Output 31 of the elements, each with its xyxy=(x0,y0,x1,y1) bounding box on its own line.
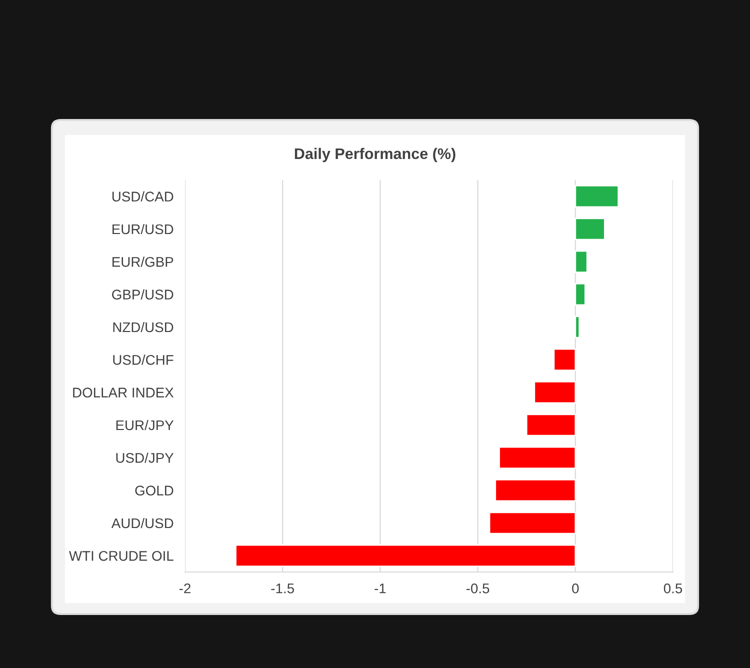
bar xyxy=(574,316,580,338)
y-tick-label: EUR/USD xyxy=(112,224,174,234)
y-tick-label: USD/JPY xyxy=(116,452,174,463)
x-tick-label: -1 xyxy=(374,584,386,594)
y-tick-label: EUR/JPY xyxy=(116,420,174,430)
y-tick-label: NZD/USD xyxy=(113,322,174,332)
y-tick-label: WTI CRUDE OIL xyxy=(69,551,174,561)
bar xyxy=(574,185,620,208)
x-tick-label: -1.5 xyxy=(271,584,294,594)
y-tick-label: USD/CHF xyxy=(113,354,174,365)
y-tick-label: GBP/USD xyxy=(112,289,174,300)
bar xyxy=(235,544,576,567)
y-tick-label: EUR/GBP xyxy=(112,256,174,267)
y-tick-label: GOLD xyxy=(135,486,174,496)
y-tick-label: AUD/USD xyxy=(111,518,174,528)
x-tick-label: -0.5 xyxy=(466,583,490,594)
bar xyxy=(488,512,576,534)
bar xyxy=(498,446,576,469)
bar xyxy=(494,479,576,502)
y-tick-label: USD/CAD xyxy=(112,191,174,202)
x-tick-label: 0 xyxy=(572,583,579,594)
bar xyxy=(553,348,576,371)
y-tick-label: DOLLAR INDEX xyxy=(73,388,174,398)
bar xyxy=(534,381,576,404)
x-tick-label: -2 xyxy=(179,583,190,594)
bar xyxy=(574,250,588,273)
x-tick-label: 0.5 xyxy=(664,583,682,594)
bar xyxy=(574,218,606,240)
bar xyxy=(526,414,576,436)
chart-title: Daily Performance (%) xyxy=(294,148,456,162)
bar xyxy=(574,283,586,306)
